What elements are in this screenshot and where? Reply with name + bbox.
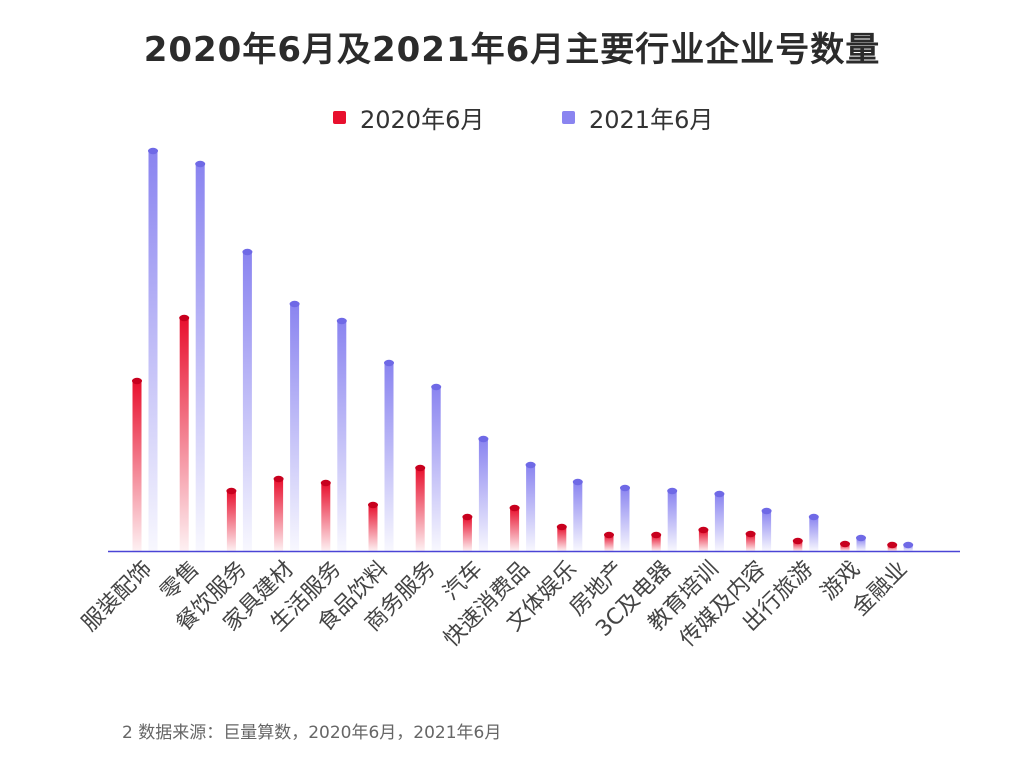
bar-cap-2021-14 — [808, 513, 819, 521]
bar-cap-2020-14 — [792, 537, 803, 545]
bar-2020-7 — [462, 517, 472, 551]
legend-label-2021: 2021年6月 — [589, 106, 714, 134]
bar-cap-2020-10 — [604, 531, 614, 539]
chart-title: 2020年6月及2021年6月主要行业企业号数量 — [143, 30, 881, 70]
bar-cap-2021-9 — [572, 478, 583, 486]
bar-2020-8 — [510, 508, 520, 551]
bar-cap-2020-9 — [556, 523, 567, 531]
bar-cap-2020-2 — [226, 487, 237, 495]
bar-cap-2021-4 — [336, 317, 347, 325]
bar-2020-1 — [179, 318, 189, 551]
bar-2021-8 — [526, 465, 536, 551]
bar-cap-2021-3 — [289, 300, 300, 308]
legend-swatch-2021 — [562, 111, 575, 124]
bar-2020-15 — [840, 544, 850, 551]
bar-2021-11 — [667, 491, 677, 551]
bar-cap-2021-12 — [714, 490, 725, 498]
bar-cap-2021-6 — [431, 383, 442, 391]
bar-cap-2021-11 — [667, 487, 678, 495]
bar-2021-1 — [195, 164, 205, 551]
bar-2021-5 — [384, 363, 394, 551]
bar-2021-2 — [242, 252, 252, 551]
bar-cap-2020-7 — [462, 513, 473, 521]
bar-cap-2021-7 — [478, 435, 489, 443]
bar-2020-5 — [368, 505, 378, 551]
bar-cap-2021-16 — [903, 541, 914, 549]
bar-2020-3 — [274, 479, 284, 551]
legend-label-2020: 2020年6月 — [360, 106, 485, 134]
bar-cap-2021-2 — [242, 248, 253, 256]
bar-2021-15 — [856, 538, 866, 551]
x-tick-label-16: 金融业 — [848, 557, 912, 621]
bar-cap-2021-0 — [148, 147, 158, 155]
bar-cap-2020-3 — [273, 475, 284, 483]
legend-item-2020: 2020年6月 — [333, 100, 484, 135]
bar-cap-2021-15 — [856, 534, 866, 542]
bar-2021-9 — [573, 482, 583, 551]
bar-2021-3 — [290, 304, 300, 551]
bar-2020-2 — [226, 491, 236, 551]
bar-cap-2020-12 — [698, 526, 709, 534]
bar-2021-4 — [337, 321, 347, 551]
bar-2021-10 — [620, 488, 630, 551]
bar-cap-2020-15 — [840, 540, 850, 548]
bar-cap-2021-5 — [384, 359, 394, 367]
bar-2021-0 — [148, 151, 158, 551]
bar-2021-13 — [762, 511, 772, 551]
legend: 2020年6月 2021年6月 — [0, 100, 1024, 134]
bar-2020-6 — [415, 468, 425, 551]
bar-2020-4 — [321, 483, 331, 551]
x-tick-label-0: 服装配饰 — [77, 557, 157, 637]
bar-2021-7 — [478, 439, 488, 551]
source-note: 2 数据来源：巨量算数，2020年6月，2021年6月 — [122, 723, 502, 743]
bar-2021-12 — [714, 494, 724, 551]
bar-cap-2020-6 — [415, 464, 426, 472]
bar-2020-10 — [604, 535, 614, 551]
bar-cap-2020-11 — [651, 531, 662, 539]
bar-cap-2021-8 — [525, 461, 536, 469]
legend-item-2021: 2021年6月 — [562, 100, 713, 135]
bar-2020-0 — [132, 381, 142, 551]
bar-2020-11 — [651, 535, 661, 551]
bar-2020-12 — [698, 530, 708, 551]
bar-2020-13 — [746, 534, 756, 551]
bar-cap-2021-10 — [620, 484, 630, 492]
legend-swatch-2020 — [333, 111, 346, 124]
bar-cap-2020-8 — [509, 504, 520, 512]
bar-2020-9 — [557, 527, 567, 551]
bar-cap-2020-16 — [887, 541, 898, 549]
bar-cap-2021-1 — [195, 160, 206, 168]
bar-cap-2020-0 — [132, 377, 142, 385]
bar-cap-2020-4 — [320, 479, 331, 487]
bar-cap-2020-1 — [179, 314, 190, 322]
bar-2021-6 — [431, 387, 441, 551]
bar-2020-14 — [793, 541, 803, 551]
bar-2021-14 — [809, 517, 819, 551]
bar-cap-2021-13 — [761, 507, 772, 515]
bar-cap-2020-5 — [368, 501, 378, 509]
bar-cap-2020-13 — [745, 530, 756, 538]
